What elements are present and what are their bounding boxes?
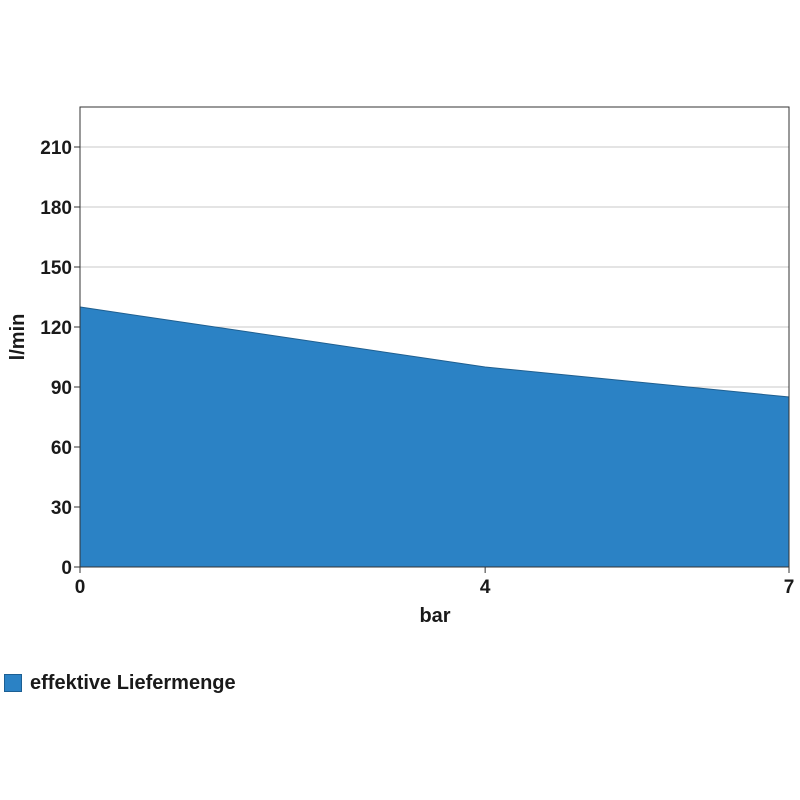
x-tick-label-0: 0 [75, 577, 86, 598]
series-area-group [79, 306, 790, 568]
legend-swatch [4, 674, 22, 692]
legend: effektive Liefermenge [4, 671, 236, 695]
y-tick-label-180: 180 [40, 198, 72, 219]
y-tick-label-120: 120 [40, 318, 72, 339]
x-axis-title: bar [419, 605, 450, 627]
x-tick-labels: 0 4 7 [75, 577, 795, 598]
y-tick-label-60: 60 [51, 438, 72, 459]
y-tick-labels: 0 30 60 90 120 150 180 210 [40, 138, 72, 579]
y-tick-label-30: 30 [51, 498, 72, 519]
y-tick-label-0: 0 [61, 558, 72, 579]
plot-frame [74, 106, 790, 573]
y-tick-label-90: 90 [51, 378, 72, 399]
series-area-0 [79, 306, 790, 568]
y-tick-label-150: 150 [40, 258, 72, 279]
legend-label: effektive Liefermenge [30, 671, 236, 694]
x-tick-label-7: 7 [784, 577, 795, 598]
y-axis-title: l/min [7, 314, 29, 361]
x-tick-label-4: 4 [480, 577, 491, 598]
plot-border [79, 106, 790, 568]
y-tick-label-210: 210 [40, 138, 72, 159]
